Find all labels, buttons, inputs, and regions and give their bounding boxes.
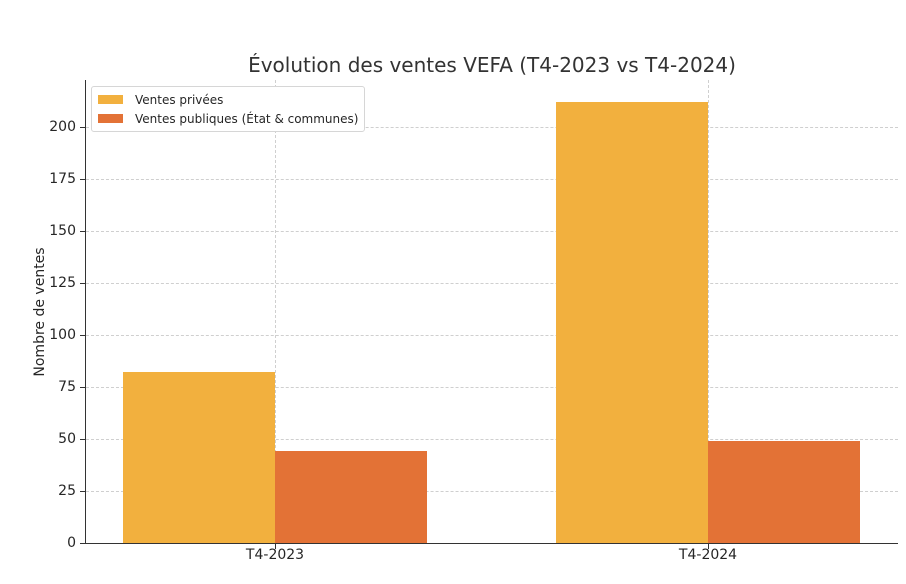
- y-tick-label: 200: [49, 119, 76, 135]
- y-axis-line: [85, 80, 86, 544]
- y-tick-label: 0: [67, 535, 76, 551]
- grid-line-horizontal: [86, 335, 898, 336]
- x-axis-line: [85, 543, 898, 544]
- y-tick: [80, 127, 85, 128]
- x-tick: [275, 544, 276, 549]
- grid-line-vertical: [708, 80, 709, 543]
- legend-swatch: [98, 114, 123, 123]
- grid-line-vertical: [275, 80, 276, 543]
- y-tick-label: 25: [58, 483, 76, 499]
- y-tick: [80, 491, 85, 492]
- legend-label: Ventes privées: [135, 92, 224, 107]
- y-tick: [80, 335, 85, 336]
- legend: Ventes privées Ventes publiques (État & …: [91, 86, 366, 132]
- y-tick: [80, 179, 85, 180]
- y-tick-label: 75: [58, 379, 76, 395]
- y-tick-label: 125: [49, 275, 76, 291]
- bar-private-t4-2023: [123, 372, 275, 543]
- plot-area: [86, 80, 898, 543]
- grid-line-horizontal: [86, 179, 898, 180]
- y-tick-label: 50: [58, 431, 76, 447]
- y-tick: [80, 387, 85, 388]
- chart-title: Évolution des ventes VEFA (T4-2023 vs T4…: [248, 53, 736, 77]
- grid-line-horizontal: [86, 283, 898, 284]
- legend-item-public: Ventes publiques (État & communes): [98, 109, 358, 128]
- y-tick: [80, 231, 85, 232]
- y-tick: [80, 283, 85, 284]
- y-tick-label: 100: [49, 327, 76, 343]
- y-tick: [80, 439, 85, 440]
- y-tick: [80, 543, 85, 544]
- legend-item-private: Ventes privées: [98, 90, 358, 109]
- grid-line-horizontal: [86, 491, 898, 492]
- bar-public-t4-2024: [708, 441, 860, 543]
- grid-line-horizontal: [86, 127, 898, 128]
- legend-swatch: [98, 95, 123, 104]
- x-tick: [708, 544, 709, 549]
- x-tick-label: T4-2024: [678, 547, 738, 563]
- grid-line-horizontal: [86, 231, 898, 232]
- legend-label: Ventes publiques (État & communes): [135, 111, 359, 126]
- y-tick-label: 150: [49, 223, 76, 239]
- bar-private-t4-2024: [556, 102, 708, 543]
- bar-public-t4-2023: [275, 451, 427, 543]
- grid-line-horizontal: [86, 387, 898, 388]
- y-tick-label: 175: [49, 171, 76, 187]
- y-axis-label: Nombre de ventes: [32, 247, 48, 377]
- x-tick-label: T4-2023: [245, 547, 305, 563]
- grid-line-horizontal: [86, 439, 898, 440]
